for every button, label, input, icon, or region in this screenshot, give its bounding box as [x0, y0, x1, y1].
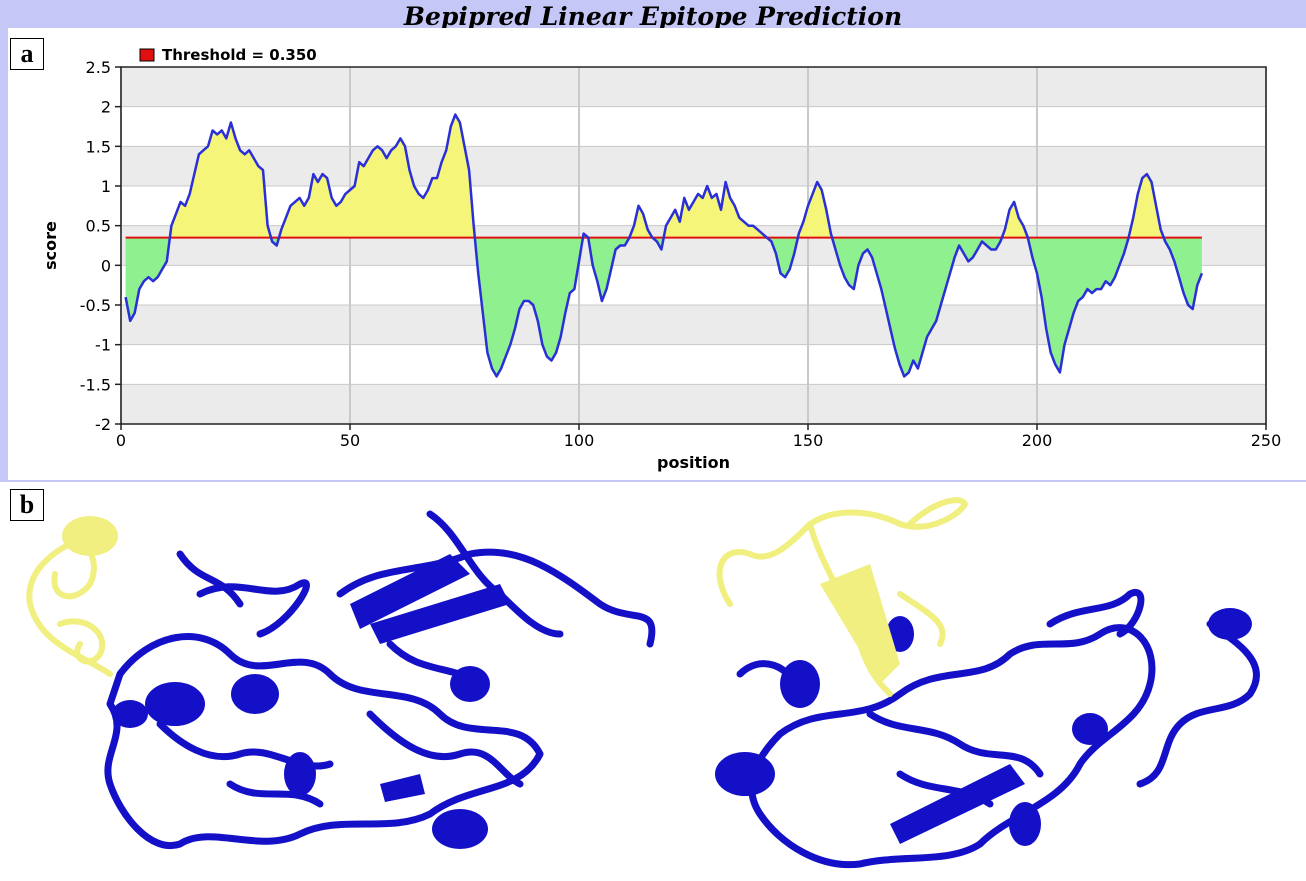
score-line — [124, 113, 1204, 378]
x-axis-label: position — [657, 453, 730, 472]
protein-structures — [26, 497, 1260, 869]
y-tick-label: 2.5 — [86, 58, 111, 77]
x-tick-label: 250 — [1251, 431, 1282, 450]
x-tick-label: 150 — [793, 431, 824, 450]
plot-band — [121, 146, 1266, 186]
protein-structure-left — [26, 510, 656, 850]
x-tick-label: 50 — [340, 431, 360, 450]
y-tick-label: 0 — [101, 256, 111, 275]
area-below-threshold — [125, 237, 1202, 377]
x-tick-label: 200 — [1022, 431, 1053, 450]
y-tick-label: -1.5 — [80, 375, 111, 394]
legend-swatch — [139, 48, 155, 62]
y-tick-label: 0.5 — [86, 217, 111, 236]
y-tick-label: -0.5 — [80, 296, 111, 315]
epitope-chart: 2.5 2 1.5 1 0.5 0 -0.5 -1 -1.5 -2 0 50 100 150 200 250 p… — [41, 46, 1282, 472]
chart-title: Bepipred Linear Epitope Prediction — [403, 2, 903, 31]
legend-label: Threshold = 0.350 — [162, 46, 317, 64]
y-tick-label: 1 — [101, 177, 111, 196]
y-axis-label: score — [41, 221, 60, 270]
y-tick-label: 2 — [101, 98, 111, 117]
y-tick-label: -2 — [95, 415, 111, 434]
plot-frame — [120, 66, 1267, 425]
y-tick-label: -1 — [95, 336, 111, 355]
y-tick-label: 1.5 — [86, 137, 111, 156]
area-above-threshold — [125, 114, 1202, 238]
panel-label-b: b — [10, 489, 44, 521]
protein-structure-right — [715, 497, 1260, 869]
x-tick-label: 0 — [116, 431, 126, 450]
x-tick-label: 100 — [564, 431, 595, 450]
plot-band — [121, 305, 1266, 345]
plot-band — [121, 67, 1266, 107]
panel-label-a: a — [10, 38, 44, 70]
plot-band — [121, 384, 1266, 424]
